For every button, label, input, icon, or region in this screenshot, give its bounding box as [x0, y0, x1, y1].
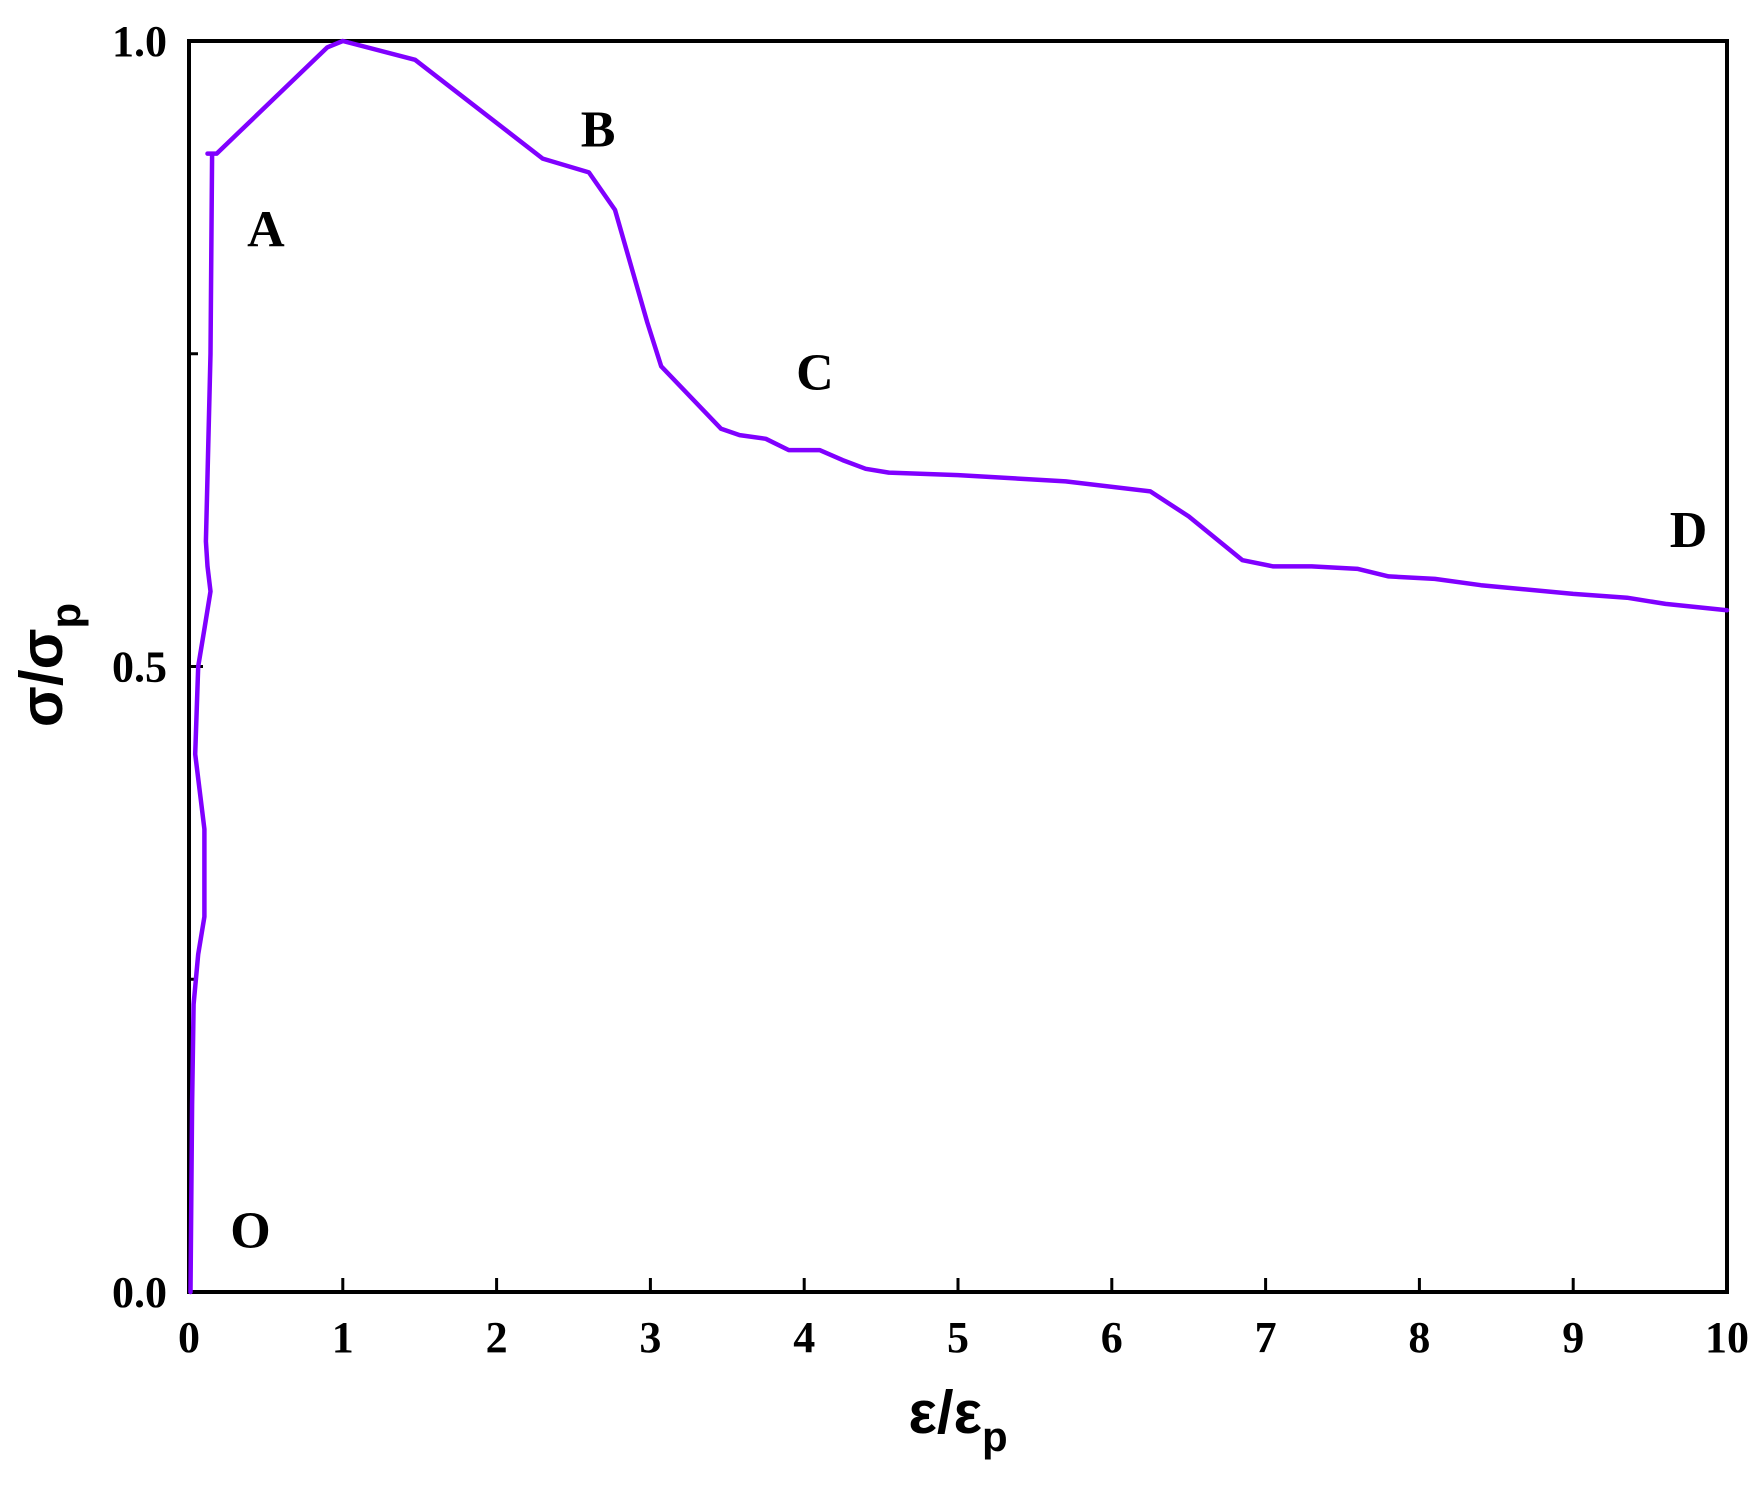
x-tick-label: 8 — [1408, 1313, 1430, 1362]
x-tick-label: 0 — [178, 1313, 200, 1362]
point-label-o: O — [230, 1202, 270, 1259]
point-label-d: D — [1670, 502, 1708, 559]
y-tick-label: 1.0 — [112, 17, 167, 66]
y-tick-label: 0.5 — [112, 643, 167, 692]
plot-frame — [187, 39, 1729, 1294]
x-tick-label: 10 — [1705, 1313, 1749, 1362]
y-axis-title-subscript: p — [42, 603, 89, 629]
y-axis-title-base: σ/σ — [8, 628, 75, 727]
y-tick-label: 0.0 — [112, 1268, 167, 1317]
x-tick-label: 4 — [793, 1313, 815, 1362]
series-line — [188, 38, 1730, 1295]
x-axis-title: ε/εp — [908, 1379, 1007, 1460]
x-tick-label: 1 — [332, 1313, 354, 1362]
point-label-b: B — [581, 102, 616, 159]
axis-ticks — [187, 39, 1729, 1294]
point-annotations: O A B C D — [230, 102, 1707, 1260]
x-tick-label: 2 — [486, 1313, 508, 1362]
point-label-a: A — [247, 202, 285, 259]
x-tick-label: 3 — [639, 1313, 661, 1362]
x-tick-label: 6 — [1101, 1313, 1123, 1362]
x-tick-label: 7 — [1255, 1313, 1277, 1362]
x-axis-title-subscript: p — [982, 1413, 1008, 1460]
x-tick-label: 9 — [1562, 1313, 1584, 1362]
tick-labels: 0 1 2 3 4 5 6 7 8 9 10 0.0 0.5 1.0 — [112, 17, 1749, 1362]
x-tick-label: 5 — [947, 1313, 969, 1362]
y-axis-title: σ/σp — [8, 603, 89, 727]
point-label-c: C — [796, 344, 834, 401]
x-axis-title-base: ε/ε — [908, 1379, 982, 1446]
